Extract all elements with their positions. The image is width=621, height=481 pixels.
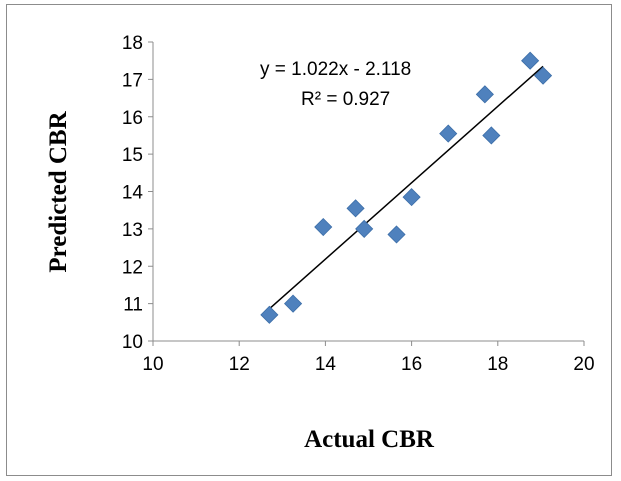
data-point-diamond <box>533 66 553 85</box>
y-tick-label: 11 <box>123 295 143 316</box>
y-axis-title: Predicted CBR <box>45 110 72 272</box>
data-point-diamond <box>475 85 494 104</box>
trendline <box>268 65 544 310</box>
x-tick-label: 10 <box>142 354 163 375</box>
x-axis-title: Actual CBR <box>304 426 435 453</box>
x-axis-ticks: 10 12 14 16 18 20 <box>142 341 595 375</box>
y-tick-label: 14 <box>122 183 144 204</box>
y-tick-label: 13 <box>122 220 143 241</box>
data-point-diamond <box>260 305 279 324</box>
chart-frame <box>6 4 612 476</box>
y-tick-label: 16 <box>122 108 143 129</box>
r-squared-label: R² = 0.927 <box>301 89 390 110</box>
data-point-diamond <box>346 199 365 218</box>
data-point-diamond <box>387 225 406 244</box>
data-point-diamond <box>284 294 303 313</box>
y-tick-label: 18 <box>122 33 143 54</box>
data-point-diamond <box>314 217 333 237</box>
data-point-diamond <box>482 126 501 145</box>
y-tick-label: 12 <box>122 257 143 278</box>
data-point-diamond <box>402 188 421 207</box>
x-tick-label: 12 <box>229 354 250 375</box>
data-points <box>260 51 553 324</box>
y-tick-label: 15 <box>122 145 143 166</box>
y-tick-label: 17 <box>122 70 143 91</box>
y-tick-label: 10 <box>122 332 143 353</box>
data-point-diamond <box>439 124 458 143</box>
data-point-diamond <box>521 51 540 70</box>
x-tick-label: 14 <box>315 354 337 375</box>
trendline-equation: y = 1.022x - 2.118 <box>260 59 411 80</box>
data-point-diamond <box>355 219 374 238</box>
x-tick-label: 18 <box>487 354 508 375</box>
x-tick-label: 20 <box>573 354 594 375</box>
x-tick-label: 16 <box>401 354 422 375</box>
y-axis-ticks: 10 11 12 13 14 15 16 17 18 <box>122 33 153 353</box>
